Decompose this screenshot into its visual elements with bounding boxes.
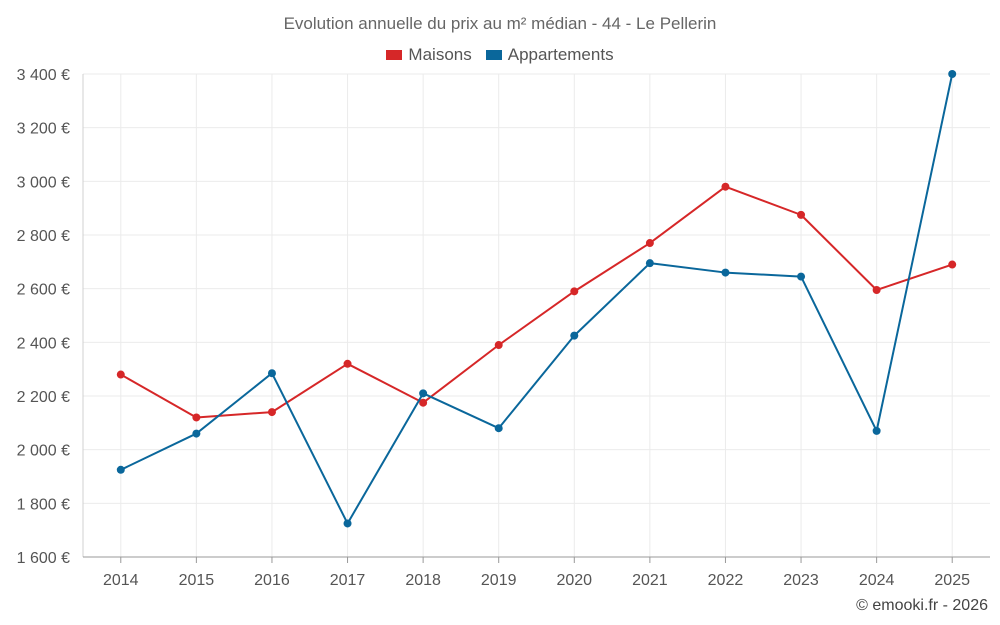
chart-title: Evolution annuelle du prix au m² médian … [283, 14, 717, 33]
data-point-maisons[interactable] [192, 413, 201, 422]
chart-legend: Maisons Appartements [0, 45, 1000, 65]
x-tick-label: 2016 [254, 572, 290, 589]
data-point-maisons[interactable] [645, 239, 654, 248]
data-point-maisons[interactable] [948, 260, 957, 269]
y-tick-label: 2 400 € [17, 335, 70, 352]
legend-label-appartements: Appartements [507, 45, 614, 64]
x-tick-label: 2020 [556, 572, 592, 589]
x-tick-label: 2021 [632, 572, 668, 589]
x-tick-label: 2025 [934, 572, 970, 589]
y-tick-label: 2 000 € [17, 443, 70, 460]
x-tick-label: 2015 [179, 572, 215, 589]
data-point-appartements[interactable] [797, 272, 806, 281]
data-point-maisons[interactable] [797, 210, 806, 219]
x-tick-label: 2019 [481, 572, 517, 589]
data-point-appartements[interactable] [872, 426, 881, 435]
y-tick-label: 1 600 € [17, 550, 70, 567]
series-line-maisons [120, 185, 953, 419]
legend-swatch-appartements [485, 50, 502, 60]
data-point-appartements[interactable] [343, 519, 352, 528]
data-point-maisons[interactable] [267, 408, 276, 417]
data-point-maisons[interactable] [570, 287, 579, 296]
legend-item-appartements[interactable]: Appartements [485, 45, 614, 65]
y-tick-label: 2 800 € [17, 228, 70, 245]
data-point-appartements[interactable] [570, 331, 579, 340]
x-tick-label: 2018 [405, 572, 441, 589]
data-point-appartements[interactable] [645, 259, 654, 268]
legend-swatch-maisons [386, 50, 403, 60]
data-point-maisons[interactable] [419, 398, 428, 407]
y-tick-label: 1 800 € [17, 496, 70, 513]
y-tick-label: 3 200 € [17, 121, 70, 138]
x-tick-label: 2023 [783, 572, 819, 589]
data-point-appartements[interactable] [721, 268, 730, 277]
data-point-maisons[interactable] [872, 286, 881, 295]
data-point-maisons[interactable] [721, 182, 730, 191]
data-point-appartements[interactable] [267, 369, 276, 378]
data-point-appartements[interactable] [116, 465, 125, 474]
series-line-appartements [120, 73, 954, 525]
y-tick-label: 2 600 € [17, 282, 70, 299]
data-point-appartements[interactable] [494, 424, 503, 433]
y-tick-label: 2 200 € [17, 389, 70, 406]
data-point-appartements[interactable] [948, 70, 957, 78]
x-tick-label: 2014 [103, 572, 139, 589]
data-point-maisons[interactable] [494, 341, 503, 350]
data-point-appartements[interactable] [192, 429, 201, 438]
y-tick-label: 3 000 € [17, 174, 70, 191]
x-tick-label: 2017 [330, 572, 366, 589]
x-tick-label: 2024 [859, 572, 895, 589]
y-tick-label: 3 400 € [17, 67, 70, 84]
data-point-appartements[interactable] [419, 389, 428, 398]
legend-item-maisons[interactable]: Maisons [386, 45, 472, 65]
legend-label-maisons: Maisons [408, 45, 472, 64]
data-point-maisons[interactable] [116, 370, 125, 379]
x-tick-label: 2022 [708, 572, 744, 589]
credit-text: © emooki.fr - 2026 [856, 597, 988, 614]
data-point-maisons[interactable] [343, 359, 352, 368]
